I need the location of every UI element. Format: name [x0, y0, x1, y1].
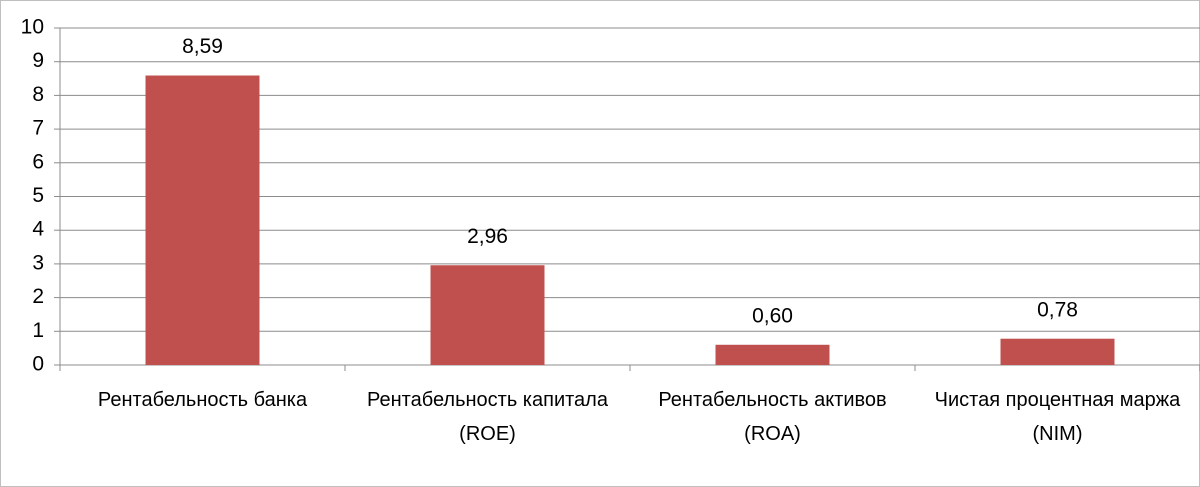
x-tick-label: Рентабельность активов (ROA) — [658, 389, 887, 445]
value-label: 0,78 — [1037, 298, 1078, 321]
bar — [430, 265, 545, 365]
value-label: 2,96 — [467, 225, 508, 248]
y-tick-label: 6 — [32, 150, 44, 173]
x-tick-label: Рентабельность капитала (ROE) — [367, 389, 608, 445]
value-label: 8,59 — [182, 35, 223, 58]
y-tick-label: 7 — [32, 117, 44, 140]
bar — [715, 344, 830, 365]
x-tick-label: Чистая процентная маржа (NIM) — [934, 389, 1181, 445]
value-label: 0,60 — [752, 304, 793, 327]
y-tick-label: 2 — [32, 285, 44, 308]
y-tick-label: 10 — [21, 16, 44, 39]
y-tick-label: 1 — [32, 319, 44, 342]
y-tick-label: 5 — [32, 184, 44, 207]
y-tick-label: 3 — [32, 251, 44, 274]
y-tick-label: 4 — [32, 218, 44, 241]
x-tick-label: Рентабельность банка — [97, 389, 308, 411]
y-tick-label: 8 — [32, 83, 44, 106]
y-tick-label: 0 — [32, 353, 44, 376]
y-tick-label: 9 — [32, 49, 44, 72]
bar — [145, 75, 260, 365]
bar — [1000, 338, 1115, 365]
